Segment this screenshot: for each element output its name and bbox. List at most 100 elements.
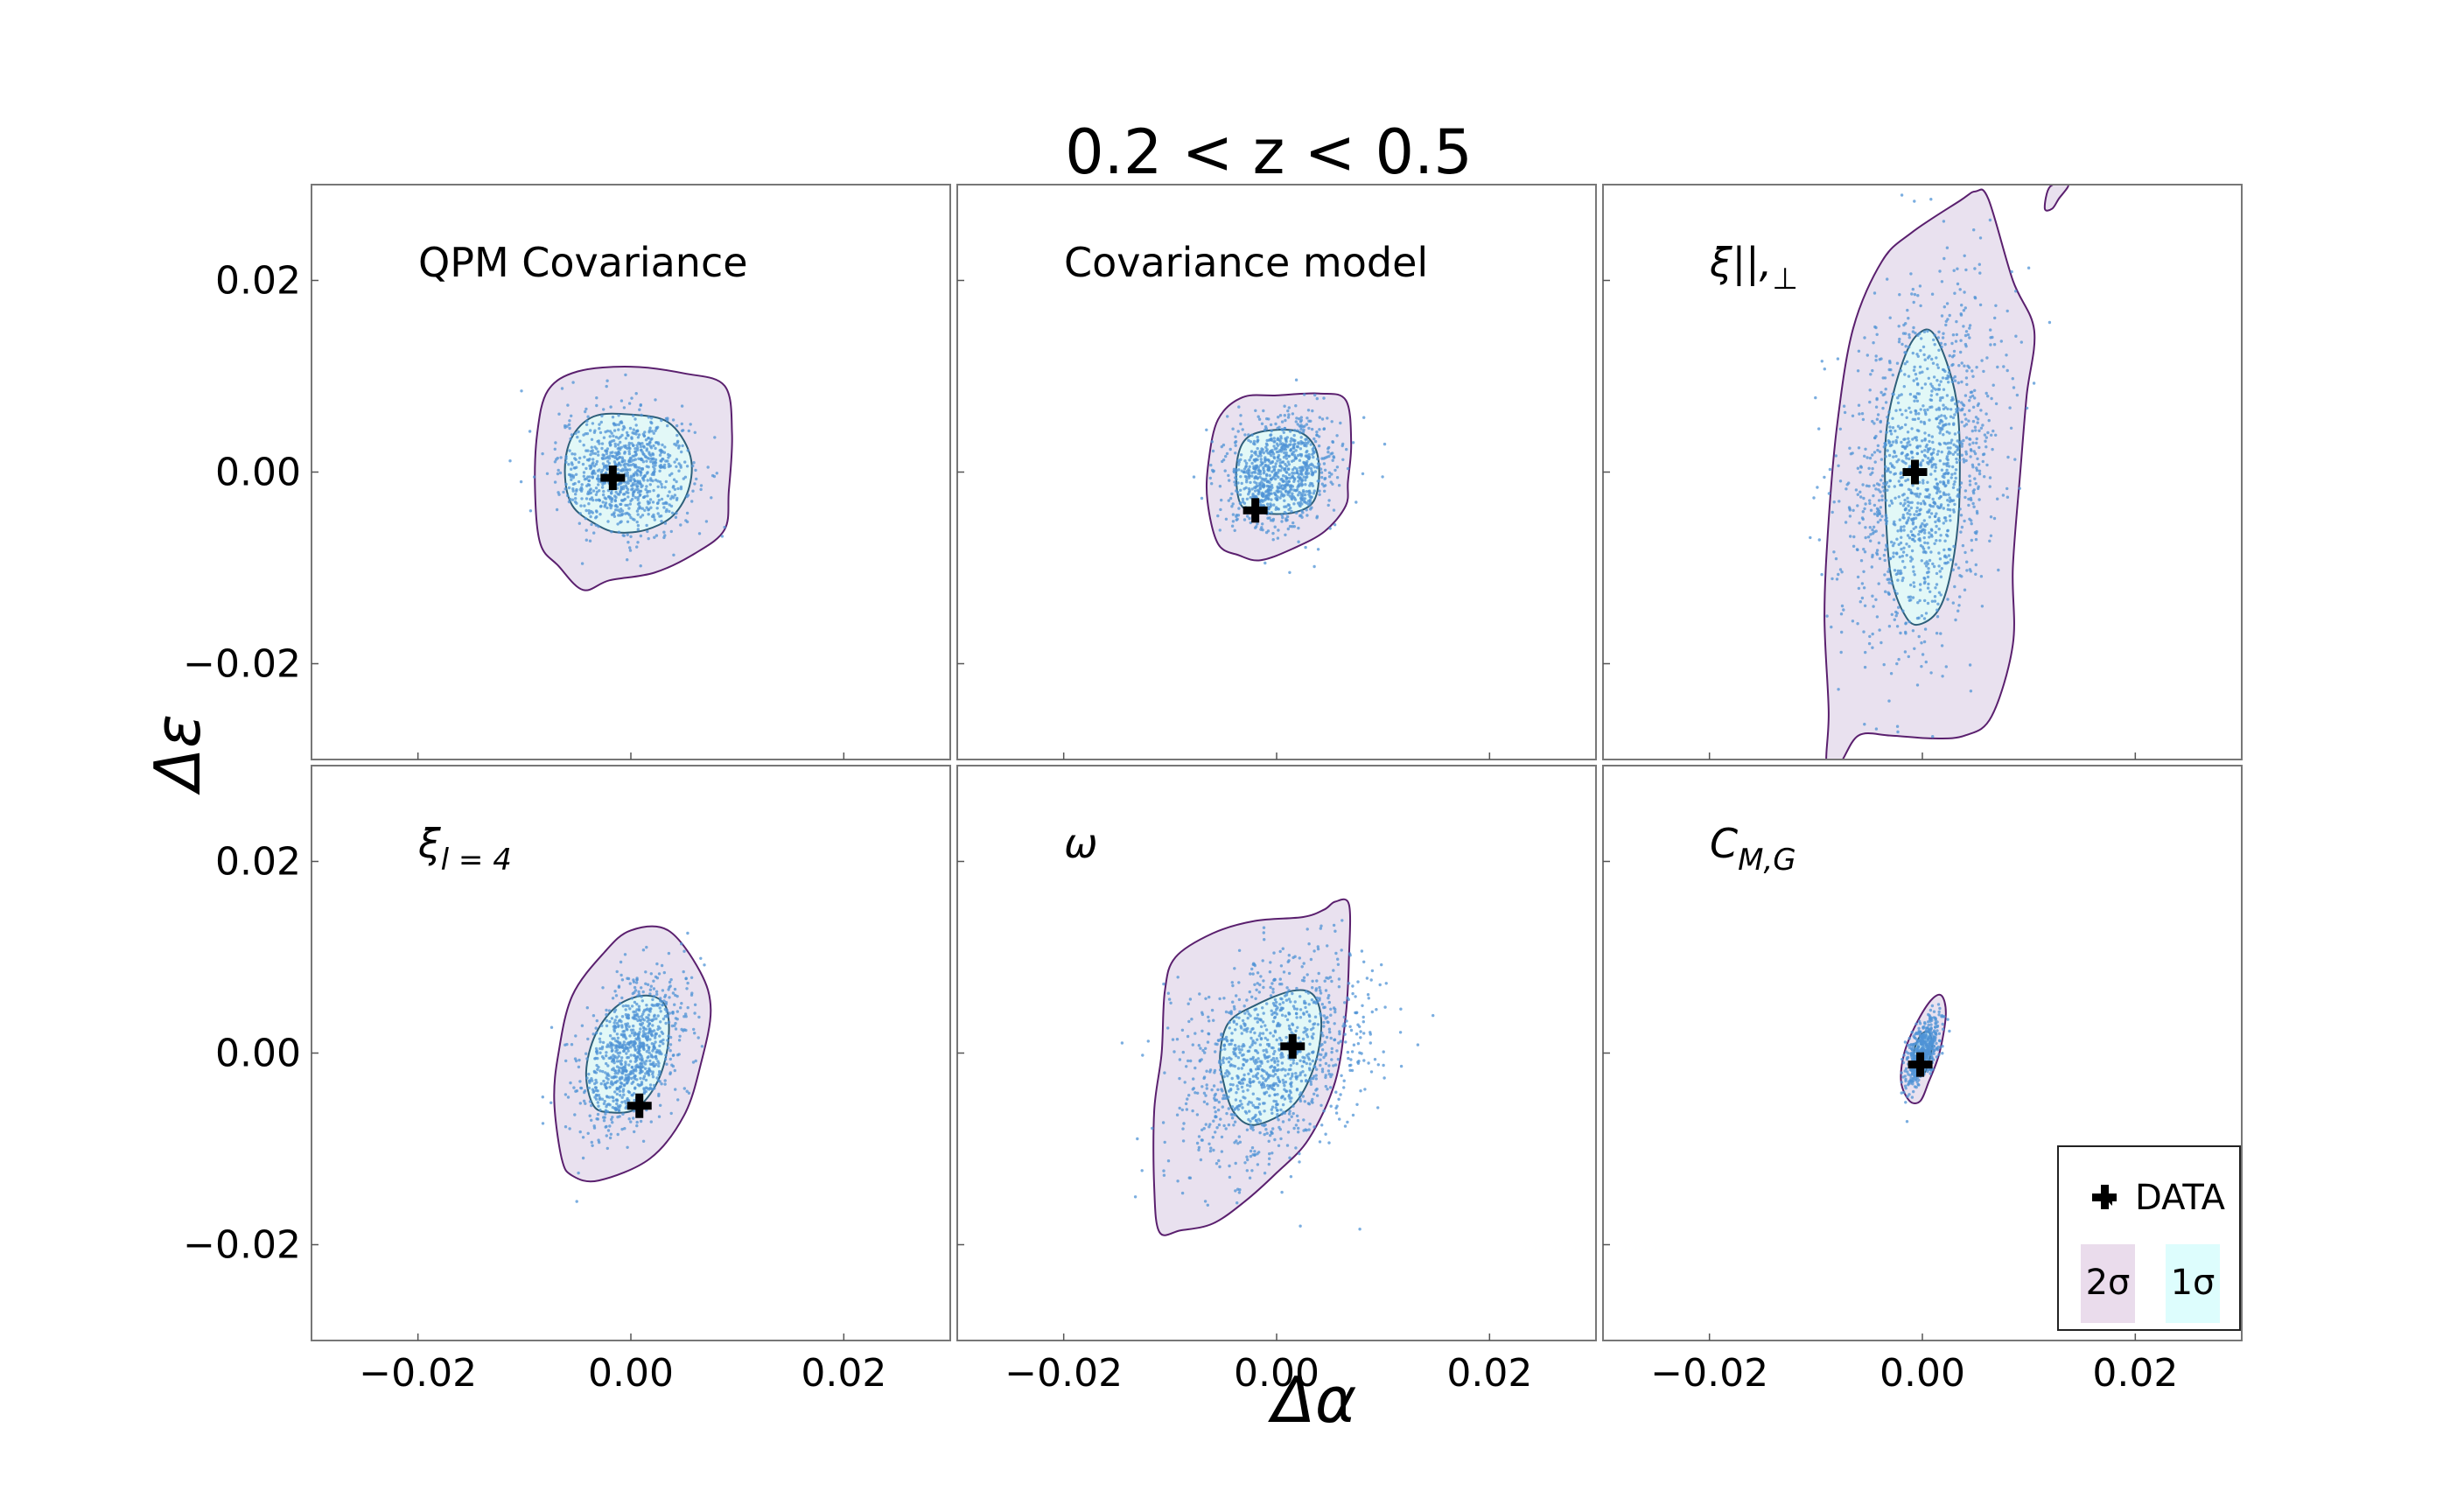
- mock-point: [1272, 437, 1277, 440]
- mock-point: [1305, 508, 1308, 512]
- mock-point: [1248, 990, 1252, 994]
- mock-point: [1287, 406, 1292, 410]
- mock-point: [676, 439, 680, 443]
- mock-point: [1221, 1105, 1225, 1109]
- mock-point: [1895, 625, 1900, 628]
- mock-point: [583, 455, 586, 458]
- mock-point: [611, 1116, 614, 1119]
- mock-point: [1219, 1081, 1223, 1084]
- mock-point: [602, 436, 606, 439]
- mock-point: [1914, 332, 1917, 335]
- mock-point: [1872, 484, 1876, 487]
- mock-point: [1888, 316, 1892, 319]
- mock-point: [1902, 525, 1906, 528]
- mock-point: [648, 1059, 652, 1063]
- mock-point: [608, 1019, 612, 1024]
- mock-point: [616, 1132, 620, 1137]
- mock-point: [1204, 1123, 1208, 1126]
- mock-point: [1863, 550, 1867, 554]
- mock-point: [650, 1032, 654, 1037]
- mock-point: [1910, 537, 1914, 542]
- mock-point: [1253, 480, 1256, 484]
- mock-point: [642, 1088, 646, 1091]
- mock-point: [667, 1020, 671, 1025]
- mock-point: [1908, 595, 1913, 598]
- mock-point: [566, 403, 570, 407]
- mock-point: [1899, 408, 1902, 412]
- mock-point: [1964, 452, 1969, 456]
- mock-point: [608, 435, 612, 438]
- mock-point: [1380, 962, 1383, 967]
- mock-point: [647, 416, 651, 419]
- mock-point: [605, 1086, 608, 1090]
- mock-point: [1280, 1095, 1284, 1099]
- mock-point: [616, 1036, 620, 1040]
- mock-point: [1928, 590, 1932, 593]
- mock-point: [1844, 521, 1848, 524]
- mock-point: [619, 1094, 622, 1097]
- mock-point: [550, 1026, 554, 1029]
- mock-point: [646, 1034, 650, 1039]
- mock-point: [1952, 510, 1956, 514]
- mock-point: [1889, 432, 1894, 436]
- mock-point: [619, 463, 622, 467]
- mock-point: [574, 431, 578, 435]
- mock-point: [1949, 415, 1953, 418]
- mock-point: [2032, 382, 2036, 385]
- mock-point: [1823, 475, 1826, 480]
- mock-point: [1936, 602, 1940, 606]
- mock-point: [1283, 426, 1287, 430]
- mock-point: [1839, 650, 1843, 654]
- mock-point: [677, 462, 681, 466]
- mock-point: [570, 498, 575, 501]
- mock-point: [1266, 1060, 1270, 1063]
- mock-point: [541, 452, 544, 456]
- mock-point: [1945, 302, 1950, 305]
- mock-point: [1964, 417, 1968, 421]
- mock-point: [1919, 588, 1922, 592]
- mock-point: [689, 423, 692, 426]
- mock-point: [1274, 422, 1278, 426]
- mock-point: [1227, 499, 1231, 502]
- mock-point: [1259, 503, 1263, 507]
- mock-point: [620, 499, 625, 502]
- mock-point: [587, 511, 592, 515]
- mock-point: [1210, 1008, 1214, 1012]
- mock-point: [667, 1034, 670, 1038]
- mock-point: [615, 1102, 619, 1106]
- mock-point: [1339, 1040, 1343, 1043]
- mock-point: [1266, 516, 1270, 520]
- mock-point: [1928, 354, 1931, 358]
- mock-point: [1923, 550, 1927, 554]
- mock-point: [1326, 976, 1330, 980]
- mock-point: [1273, 998, 1278, 1002]
- mock-point: [1935, 571, 1939, 576]
- mock-point: [1210, 482, 1214, 486]
- mock-point: [613, 1072, 617, 1075]
- mock-point: [1288, 524, 1292, 528]
- mock-point: [1896, 424, 1900, 428]
- mock-point: [1322, 1025, 1326, 1028]
- mock-point: [1867, 484, 1871, 488]
- mock-point: [577, 430, 580, 434]
- mock-point: [1305, 1032, 1309, 1037]
- mock-point: [1234, 444, 1237, 447]
- mock-point: [604, 1071, 607, 1074]
- mock-point: [1960, 442, 1964, 445]
- mock-point: [1256, 1121, 1259, 1124]
- mock-point: [1312, 1022, 1317, 1026]
- mock-point: [1881, 406, 1885, 410]
- mock-point: [1284, 418, 1287, 423]
- mock-point: [1862, 548, 1866, 551]
- mock-point: [1272, 440, 1276, 444]
- mock-point: [1923, 627, 1928, 631]
- mock-point: [1920, 559, 1923, 563]
- mock-point: [1974, 531, 1978, 536]
- mock-point: [654, 398, 657, 402]
- mock-point: [1261, 959, 1264, 962]
- mock-point: [1904, 479, 1908, 483]
- mock-point: [1309, 1082, 1313, 1087]
- mock-point: [1362, 960, 1366, 964]
- mock-point: [1970, 522, 1973, 526]
- mock-point: [646, 983, 650, 987]
